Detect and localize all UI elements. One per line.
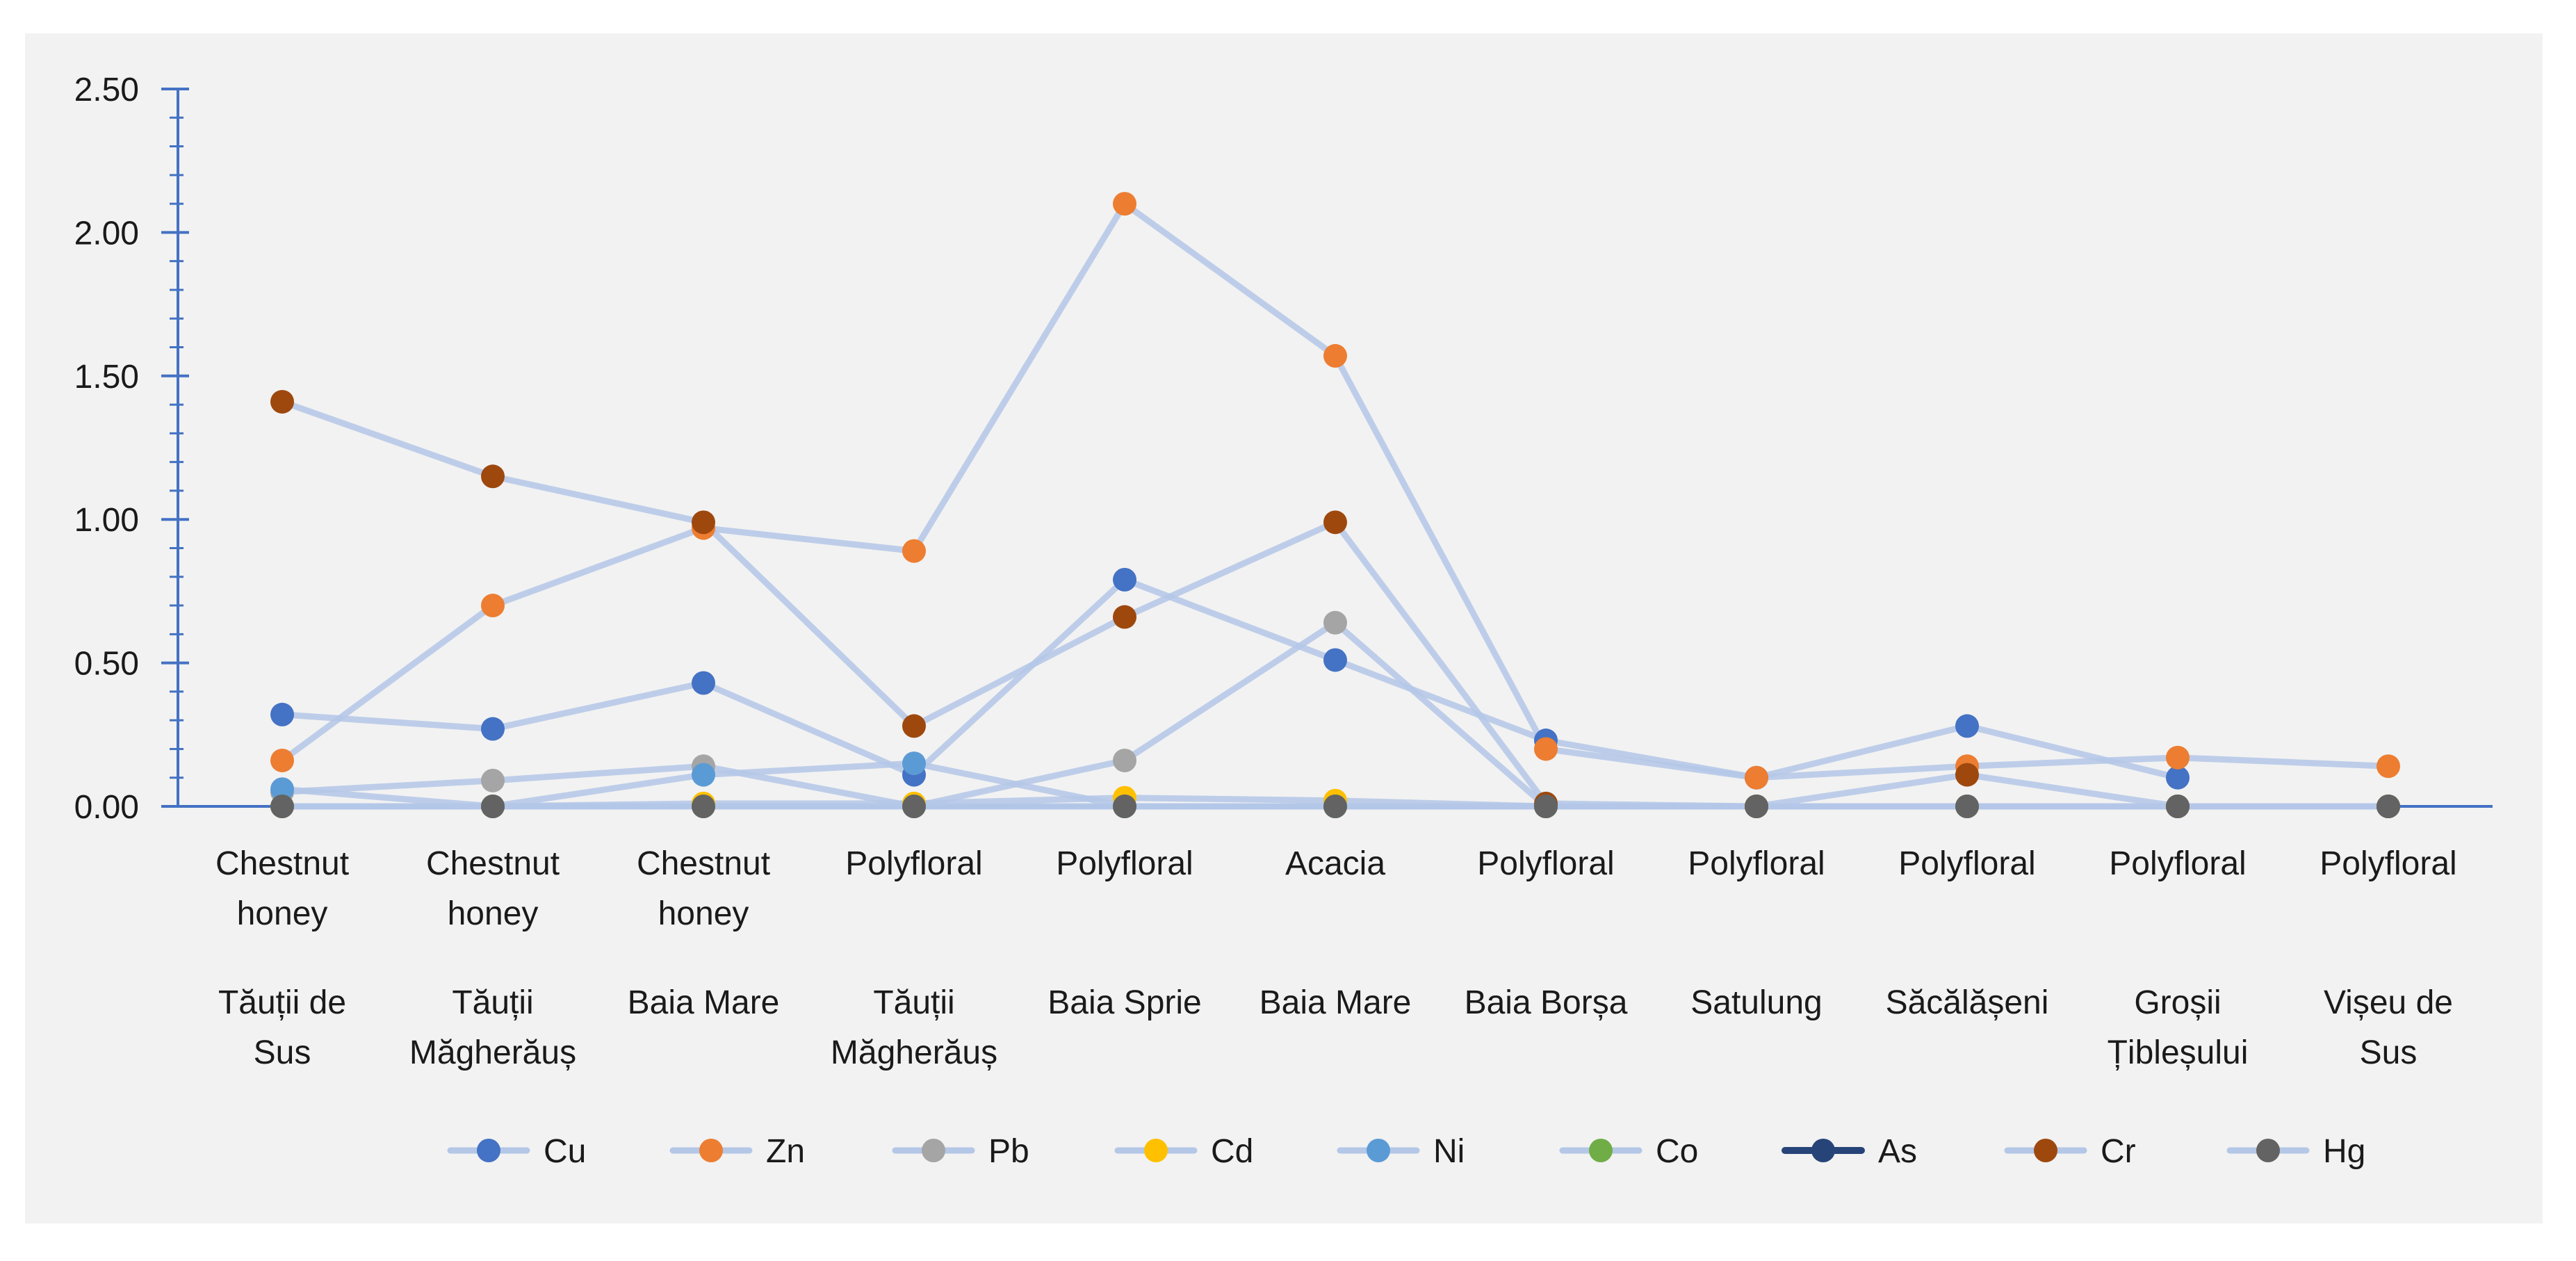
data-point-zn bbox=[2166, 745, 2190, 770]
y-tick-label: 2.50 bbox=[74, 72, 139, 108]
data-point-cr bbox=[1955, 763, 1979, 787]
data-point-zn bbox=[481, 594, 505, 618]
data-point-zn bbox=[1745, 765, 1768, 790]
data-point-hg bbox=[2166, 795, 2190, 818]
x-tick-label-type: Polyfloral bbox=[845, 845, 982, 882]
x-tick-label-type: Polyfloral bbox=[2320, 845, 2456, 882]
x-tick-label-place: Baia Mare bbox=[628, 984, 780, 1021]
data-point-cr bbox=[692, 510, 715, 535]
data-point-zn bbox=[1534, 737, 1558, 761]
x-tick-label-type: Polyfloral bbox=[1056, 845, 1193, 882]
data-point-hg bbox=[1113, 795, 1136, 818]
x-tick-label-type: Acacia bbox=[1285, 845, 1385, 882]
data-point-cr bbox=[270, 389, 294, 414]
data-point-ni bbox=[902, 751, 926, 776]
data-point-zn bbox=[1113, 192, 1136, 216]
legend-marker-cd bbox=[1144, 1139, 1168, 1162]
data-point-pb bbox=[481, 768, 505, 792]
x-tick-label-type: Chestnut honey bbox=[426, 845, 560, 932]
data-point-cr bbox=[902, 714, 926, 738]
x-tick-label-place: Vișeu de Sus bbox=[2324, 984, 2453, 1071]
x-tick-label-place: Groșii Țibleșului bbox=[2108, 984, 2249, 1071]
x-tick-label-type: Polyfloral bbox=[1477, 845, 1614, 882]
data-point-cu bbox=[270, 702, 294, 726]
data-point-hg bbox=[481, 795, 505, 818]
data-point-cr bbox=[1113, 605, 1136, 629]
x-tick-label-place: Tăuții Măgherăuș bbox=[831, 984, 997, 1071]
series-line-zn bbox=[279, 200, 2392, 781]
legend-marker-cu bbox=[477, 1139, 500, 1162]
data-point-ni bbox=[270, 777, 294, 802]
legend-label-cu: Cu bbox=[544, 1133, 586, 1170]
y-tick-label: 1.50 bbox=[74, 359, 139, 396]
legend-marker-hg bbox=[2256, 1139, 2280, 1162]
legend-label-zn: Zn bbox=[766, 1133, 805, 1170]
data-point-hg bbox=[1323, 795, 1347, 818]
data-point-hg bbox=[1745, 795, 1768, 818]
data-point-cu bbox=[692, 671, 715, 695]
data-point-pb bbox=[1113, 748, 1136, 772]
y-tick-label: 1.00 bbox=[74, 502, 139, 539]
x-tick-label-type: Chestnut honey bbox=[637, 845, 770, 932]
legend-marker-as bbox=[1811, 1139, 1835, 1162]
legend-label-cd: Cd bbox=[1211, 1133, 1253, 1170]
y-tick-label: 0.50 bbox=[74, 646, 139, 683]
data-point-cu bbox=[2166, 765, 2190, 790]
chart-panel bbox=[25, 33, 2543, 1223]
series-line-cr bbox=[279, 398, 2392, 810]
x-tick-label-place: Baia Mare bbox=[1260, 984, 1412, 1021]
legend-label-hg: Hg bbox=[2323, 1133, 2365, 1170]
legend-marker-co bbox=[1589, 1139, 1613, 1162]
data-point-cu bbox=[1955, 714, 1979, 738]
series-line-cu bbox=[279, 576, 2181, 781]
legend-marker-zn bbox=[699, 1139, 723, 1162]
x-tick-label-place: Tăuții de Sus bbox=[218, 984, 346, 1071]
x-tick-label-place: Baia Borșa bbox=[1465, 984, 1628, 1021]
legend-marker-pb bbox=[922, 1139, 945, 1162]
data-point-cu bbox=[1113, 567, 1136, 592]
legend-label-ni: Ni bbox=[1433, 1133, 1465, 1170]
x-tick-label-type: Polyfloral bbox=[2109, 845, 2246, 882]
data-point-hg bbox=[902, 795, 926, 818]
x-tick-label-type: Polyfloral bbox=[1898, 845, 2035, 882]
data-point-cr bbox=[1323, 510, 1347, 535]
x-tick-label-place: Satulung bbox=[1690, 984, 1823, 1021]
legend-marker-ni bbox=[1367, 1139, 1390, 1162]
data-point-zn bbox=[270, 748, 294, 772]
data-point-hg bbox=[692, 795, 715, 818]
data-point-cu bbox=[481, 717, 505, 741]
x-tick-label-place: Baia Sprie bbox=[1047, 984, 1201, 1021]
data-point-hg bbox=[1534, 795, 1558, 818]
data-point-zn bbox=[902, 539, 926, 563]
x-tick-label-type: Chestnut honey bbox=[215, 845, 349, 932]
data-point-zn bbox=[1323, 343, 1347, 368]
x-tick-label-place: Tăuții Măgherăuș bbox=[409, 984, 576, 1071]
legend-label-co: Co bbox=[1656, 1133, 1698, 1170]
data-point-cr bbox=[481, 464, 505, 489]
data-point-hg bbox=[1955, 795, 1979, 818]
data-point-hg bbox=[2377, 795, 2400, 818]
legend-label-as: As bbox=[1878, 1133, 1917, 1170]
data-point-cu bbox=[1323, 648, 1347, 672]
y-tick-label: 2.00 bbox=[74, 215, 139, 252]
data-point-pb bbox=[1323, 610, 1347, 635]
data-point-hg bbox=[270, 795, 294, 818]
x-tick-label-type: Polyfloral bbox=[1688, 845, 1825, 882]
data-point-ni bbox=[692, 763, 715, 787]
legend-label-pb: Pb bbox=[988, 1133, 1029, 1170]
y-tick-label: 0.00 bbox=[74, 789, 139, 826]
x-tick-label-place: Săcălășeni bbox=[1886, 984, 2049, 1021]
legend-marker-cr bbox=[2034, 1139, 2057, 1162]
data-point-zn bbox=[2377, 754, 2400, 779]
legend-label-cr: Cr bbox=[2101, 1133, 2136, 1170]
